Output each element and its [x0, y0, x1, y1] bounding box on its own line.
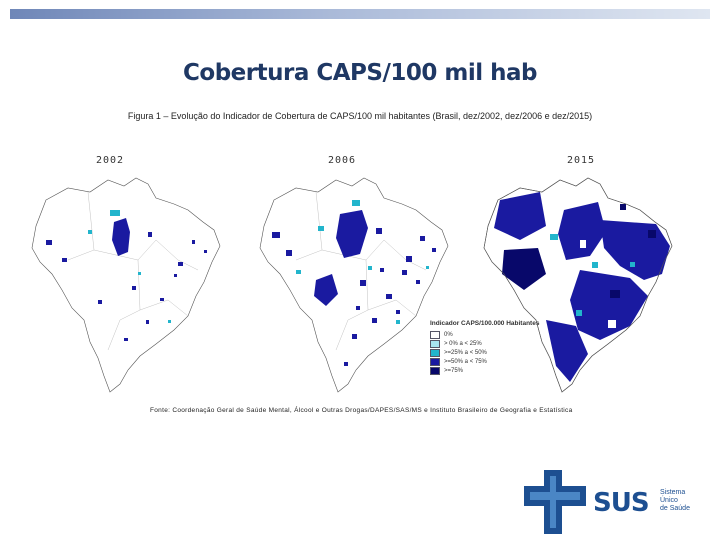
legend-swatch [430, 330, 440, 339]
legend-label: >=50% a < 75% [444, 358, 487, 365]
map-year-label: 2002 [96, 155, 125, 166]
legend-swatch [430, 339, 440, 348]
source-note: Fonte: Coordenação Geral de Saúde Mental… [150, 407, 573, 414]
slide-title: Cobertura CAPS/100 mil hab [183, 60, 537, 86]
logo-subtitle: Sistema Único de Saúde [660, 489, 690, 513]
map-year-label: 2006 [328, 155, 357, 166]
figure-caption: Figura 1 – Evolução do Indicador de Cobe… [127, 111, 593, 121]
legend-swatch [430, 357, 440, 366]
legend-item: >=50% a < 75% [430, 357, 580, 366]
coverage-regions [46, 218, 207, 341]
legend-item: > 0% a < 25% [430, 339, 580, 348]
legend-swatch [430, 366, 440, 375]
brazil-map-2002 [31, 177, 221, 393]
map-year-label: 2015 [567, 155, 596, 166]
sus-logo-icon [524, 470, 586, 534]
legend-label: 0% [444, 331, 453, 338]
legend-item: >=25% a < 50% [430, 348, 580, 357]
brazil-map-2006 [259, 177, 449, 393]
brazil-map-2015 [483, 177, 673, 393]
legend-label: >=75% [444, 367, 464, 374]
legend-label: > 0% a < 25% [444, 340, 482, 347]
logo-subtitle-line: de Saúde [660, 505, 690, 512]
coverage-regions [272, 210, 436, 366]
map-legend: Indicador CAPS/100.000 Habitantes 0% > 0… [430, 320, 580, 375]
logo-subtitle-line: Único [660, 497, 678, 504]
logo-name: SUS [593, 488, 650, 518]
legend-title: Indicador CAPS/100.000 Habitantes [430, 320, 540, 327]
legend-item: >=75% [430, 366, 580, 375]
legend-swatch [430, 348, 440, 357]
legend-item: 0% [430, 330, 580, 339]
coverage-regions [494, 192, 670, 382]
legend-label: >=25% a < 50% [444, 349, 487, 356]
top-gradient-bar [10, 9, 710, 19]
logo-subtitle-line: Sistema [660, 489, 686, 496]
